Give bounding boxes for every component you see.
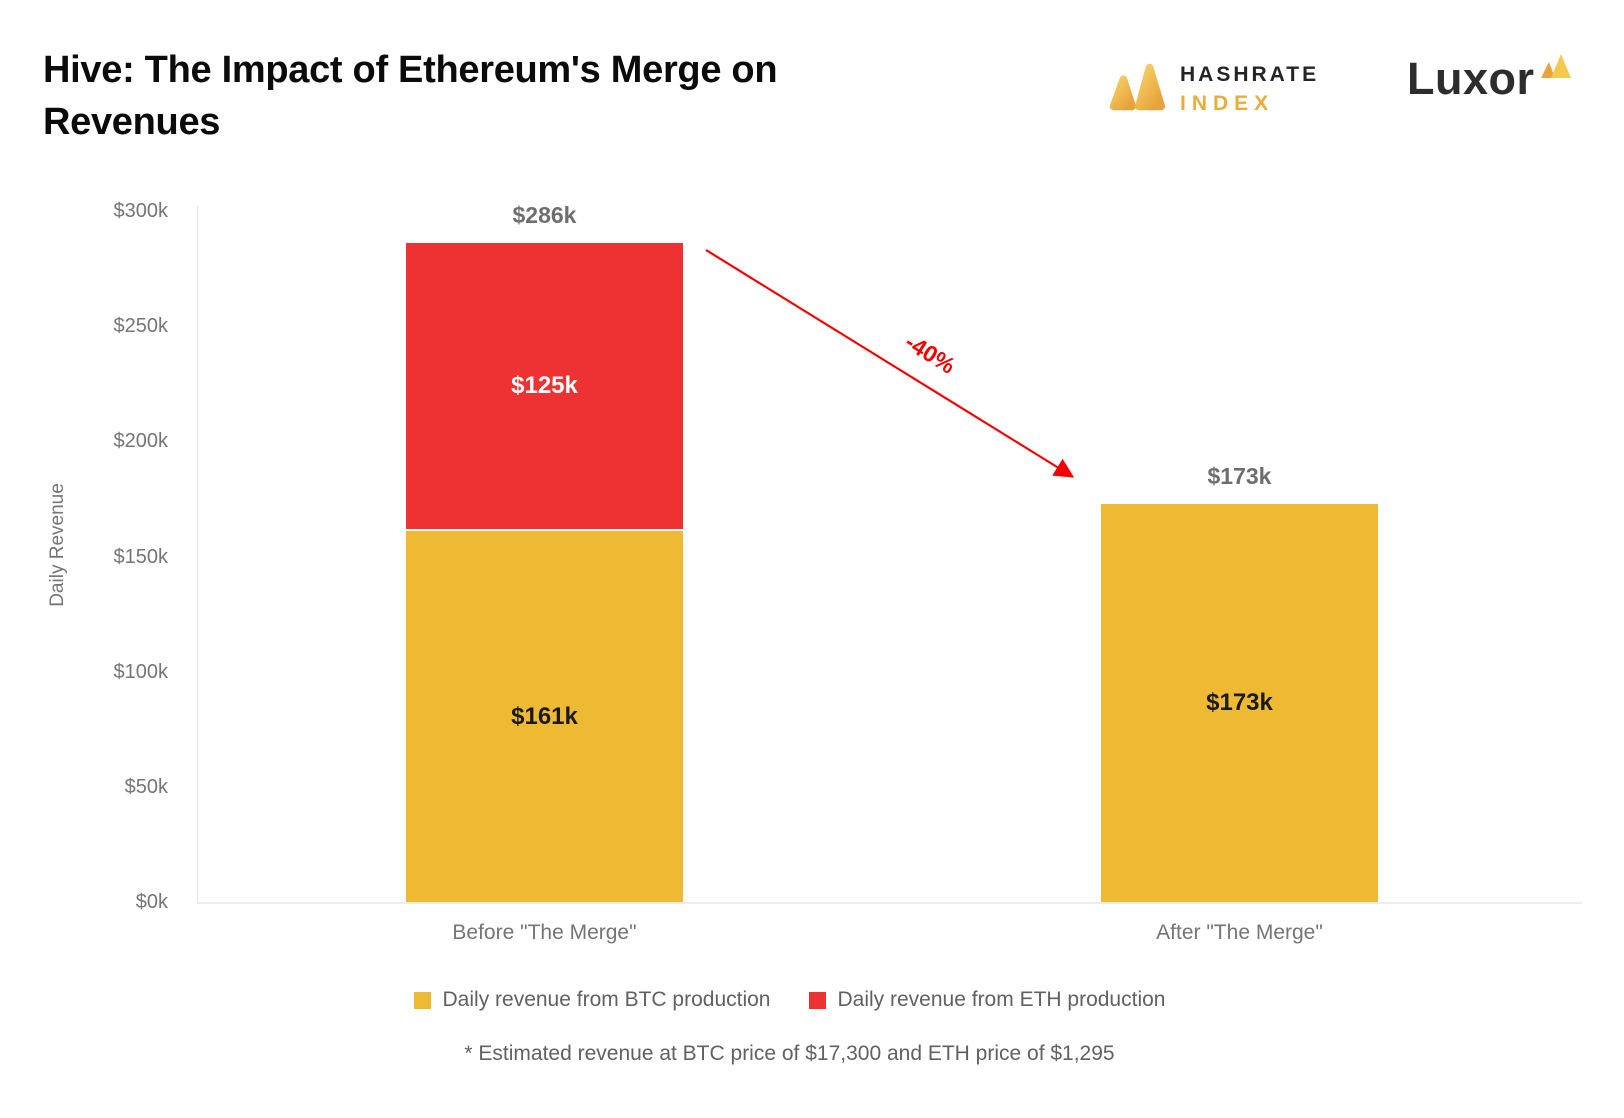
y-tick-label: $150k [113, 545, 169, 568]
page-title: Hive: The Impact of Ethereum's Merge on … [43, 49, 778, 144]
percent-change-label: -40% [900, 328, 960, 379]
bar-segment-btc: $161k [406, 531, 683, 902]
luxor-logo: Luxor [1407, 53, 1571, 104]
chart-footnote: * Estimated revenue at BTC price of $17,… [464, 1042, 1115, 1065]
y-tick-label: $50k [124, 775, 168, 798]
bar-total-label: $286k [512, 202, 577, 229]
y-tick-label: $0k [135, 891, 168, 913]
legend-item-eth: Daily revenue from ETH production [808, 988, 1166, 1012]
x-category-label: After "The Merge" [1156, 921, 1323, 944]
y-tick-label: $250k [113, 315, 169, 338]
legend-swatch-icon [413, 991, 431, 1009]
hashrate-index-triangles-icon [1104, 58, 1166, 121]
bar-value-label: $125k [511, 372, 578, 400]
x-category-label: Before "The Merge" [452, 921, 637, 944]
y-tick-label: $200k [113, 430, 169, 453]
hashrate-index-logo: HASHRATE INDEX [1104, 58, 1319, 121]
hashrate-wordmark-top: HASHRATE [1180, 63, 1320, 86]
bar-value-label: $173k [1206, 688, 1273, 716]
legend-label: Daily revenue from BTC production [442, 988, 771, 1011]
x-axis-baseline [197, 902, 1582, 904]
bar-segment-btc: $173k [1101, 503, 1378, 902]
y-tick-label: $100k [113, 660, 169, 683]
bar-segment-eth: $125k [406, 243, 683, 532]
y-axis-line [197, 206, 198, 902]
bar-value-label: $161k [511, 702, 578, 730]
luxor-wordmark: Luxor [1407, 53, 1535, 104]
legend-label: Daily revenue from ETH production [837, 988, 1166, 1011]
legend-swatch-icon [808, 991, 826, 1009]
hashrate-wordmark-bottom: INDEX [1180, 92, 1275, 115]
y-tick-label: $300k [113, 200, 169, 222]
legend-item-btc: Daily revenue from BTC production [413, 988, 771, 1012]
hashrate-index-wordmark: HASHRATE INDEX [1180, 63, 1319, 116]
chart-legend: Daily revenue from BTC production Daily r… [197, 988, 1382, 1012]
bar-total-label: $173k [1207, 462, 1272, 489]
luxor-triangles-icon [1539, 52, 1575, 85]
